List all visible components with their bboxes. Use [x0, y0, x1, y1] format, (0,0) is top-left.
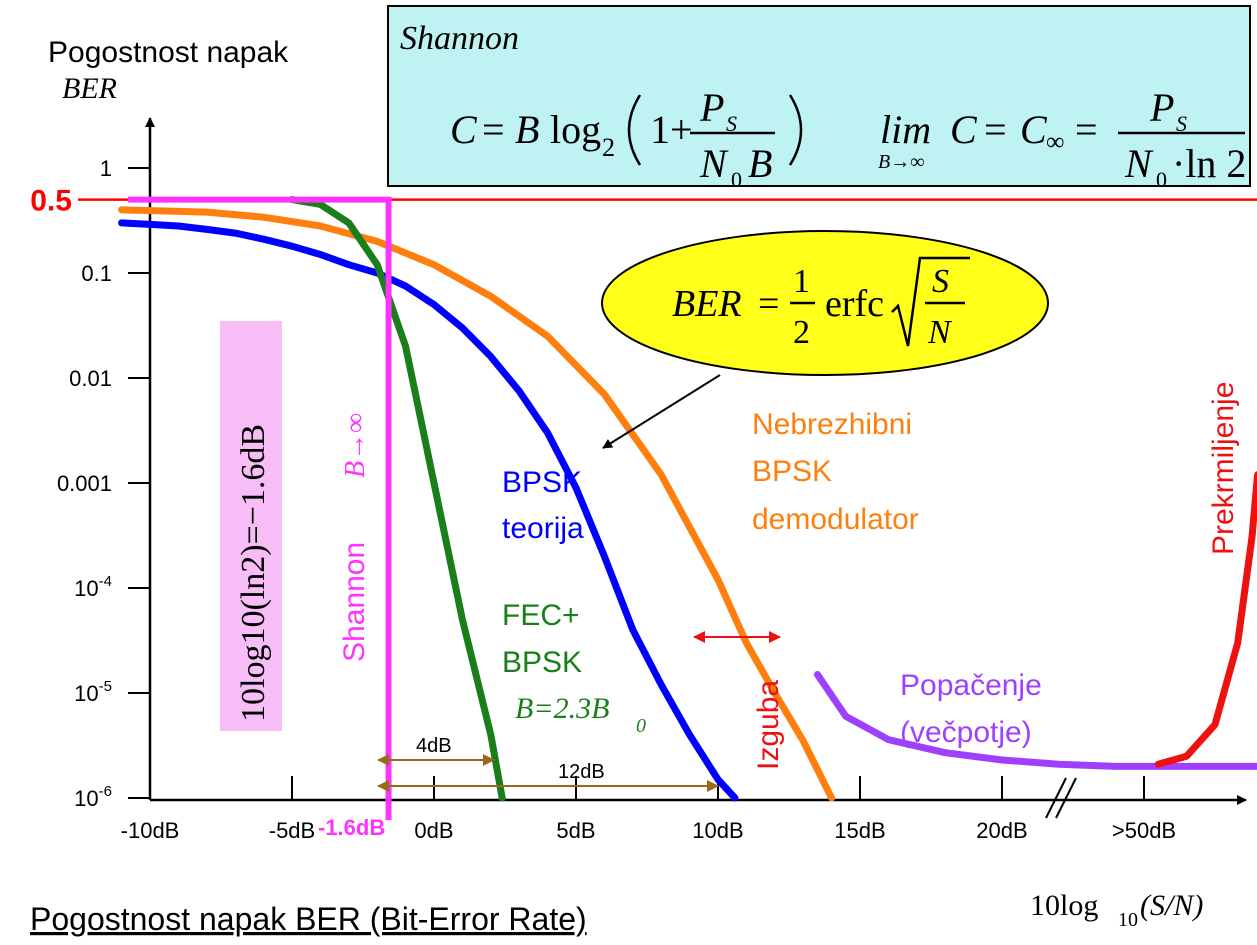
- formula-pointer-arrow: [602, 374, 721, 449]
- svg-text:N: N: [927, 314, 953, 351]
- y-tick-label: 0.1: [81, 261, 112, 286]
- shannon-capacity-formula: C = B log 2 1+ P S N 0 B lim B→∞ C = C ∞…: [450, 85, 1246, 192]
- svg-text:S: S: [726, 111, 737, 136]
- svg-text:0: 0: [731, 167, 742, 192]
- y-ticks: 1 0.1 0.01 0.001 10-4 10-5 10-6: [57, 156, 150, 811]
- svg-text:lim: lim: [880, 107, 931, 152]
- y-tick-label: 0.01: [69, 366, 112, 391]
- series-line: [813, 671, 1257, 770]
- x-tick-label: -10dB: [121, 818, 180, 843]
- axes: [145, 117, 1247, 805]
- y-axis-subtitle: BER: [62, 72, 117, 105]
- bpsk-theory-label: BPSK teorija: [502, 466, 584, 545]
- svg-text:Nebrezhibni: Nebrezhibni: [752, 408, 912, 441]
- fec-bandwidth-label: B=2.3B 0: [515, 692, 646, 737]
- gap-12db-label: 12dB: [558, 761, 605, 783]
- svg-text:demodulator: demodulator: [752, 503, 919, 536]
- svg-text:B: B: [748, 141, 772, 186]
- y-tick-label: 10-4: [74, 573, 112, 601]
- svg-text:=: =: [758, 283, 779, 325]
- limit-box: [220, 321, 282, 731]
- b-infinity-label: B→∞: [340, 413, 371, 478]
- series-line: [118, 206, 836, 802]
- svg-text:2: 2: [602, 133, 615, 162]
- svg-text:BER: BER: [672, 283, 742, 325]
- svg-text:C: C: [950, 107, 978, 152]
- svg-text:N: N: [699, 141, 729, 186]
- svg-text:∞: ∞: [1046, 127, 1065, 156]
- popacenje-label: Popačenje (večpotje): [900, 669, 1042, 749]
- y-axis-title: Pogostnost napak: [48, 36, 289, 69]
- half-line-label: 0.5: [30, 185, 72, 218]
- svg-text:Popačenje: Popačenje: [900, 669, 1042, 702]
- svg-text:C: C: [1020, 107, 1048, 152]
- x-tick-label: 10dB: [692, 818, 743, 843]
- x-tick-label: -5dB: [269, 818, 315, 843]
- svg-text:1: 1: [793, 263, 810, 300]
- svg-text:=: =: [984, 107, 1007, 152]
- x-axis-title: 10log 10 (S/N): [1030, 889, 1203, 931]
- svg-text:(večpotje): (večpotje): [900, 716, 1032, 749]
- y-tick-label: 1: [100, 156, 112, 181]
- x-tick-label: >50dB: [1112, 818, 1176, 843]
- y-tick-label: 0.001: [57, 471, 112, 496]
- svg-text:B→∞: B→∞: [878, 151, 924, 173]
- svg-text:0: 0: [636, 715, 646, 737]
- series-line: [288, 196, 506, 802]
- svg-text:B: B: [515, 107, 539, 152]
- svg-text:S: S: [1176, 111, 1187, 136]
- svg-text:P: P: [1149, 85, 1174, 130]
- x-tick-label: 0dB: [414, 818, 453, 843]
- shannon-vertical-label: Shannon: [338, 542, 371, 662]
- x-tick-label: 20dB: [976, 818, 1027, 843]
- svg-text:BPSK: BPSK: [752, 455, 832, 488]
- x-tick-label: 5dB: [556, 818, 595, 843]
- series-line: [118, 219, 739, 802]
- series-line: [1154, 471, 1257, 768]
- ber-formula: BER = 1 2 erfc S N: [672, 256, 970, 351]
- y-tick-label: 10-6: [74, 783, 112, 811]
- svg-text:2: 2: [793, 314, 810, 351]
- svg-text:B=2.3B: B=2.3B: [515, 692, 609, 725]
- svg-text:N: N: [1124, 141, 1154, 186]
- x-axis-title-main: 10log: [1030, 889, 1098, 922]
- svg-text:0: 0: [1156, 167, 1167, 192]
- fec-label: FEC+ BPSK: [502, 599, 582, 679]
- svg-text:BPSK: BPSK: [502, 466, 582, 499]
- gap-4db-label: 4dB: [416, 735, 452, 757]
- prekrmiljenje-label: Prekrmiljenje: [1207, 382, 1240, 555]
- svg-text:BPSK: BPSK: [502, 646, 582, 679]
- shannon-limit-line: [128, 196, 392, 820]
- svg-text:=: =: [482, 107, 505, 152]
- svg-text:1+: 1+: [650, 107, 693, 152]
- svg-text:C: C: [450, 107, 478, 152]
- svg-text:log: log: [550, 107, 601, 152]
- shannon-limit-label: -1.6dB: [318, 815, 385, 840]
- svg-text:P: P: [699, 85, 724, 130]
- caption: Pogostnost napak BER (Bit-Error Rate): [30, 901, 587, 937]
- svg-text:FEC+: FEC+: [502, 599, 580, 632]
- x-axis-title-sub: 10: [1118, 909, 1138, 931]
- x-axis-title-tail: (S/N): [1140, 889, 1203, 922]
- svg-text:erfc: erfc: [825, 283, 884, 325]
- shannon-box-title: Shannon: [400, 20, 519, 57]
- svg-text:teorija: teorija: [502, 512, 584, 545]
- axis-break: [1045, 777, 1077, 819]
- izguba-label: Izguba: [752, 680, 785, 770]
- series-group: [118, 196, 1257, 820]
- svg-text:S: S: [932, 263, 949, 300]
- svg-text:·ln 2: ·ln 2: [1172, 141, 1246, 186]
- svg-text:=: =: [1075, 107, 1098, 152]
- x-tick-label: 15dB: [834, 818, 885, 843]
- shannon-box: [387, 5, 1251, 187]
- y-tick-label: 10-5: [74, 678, 112, 706]
- limit-text: 10log10(ln2)=−1.6dB: [235, 424, 272, 722]
- ber-formula-ellipse: [601, 230, 1049, 376]
- nebrezhibni-label: Nebrezhibni BPSK demodulator: [752, 408, 919, 536]
